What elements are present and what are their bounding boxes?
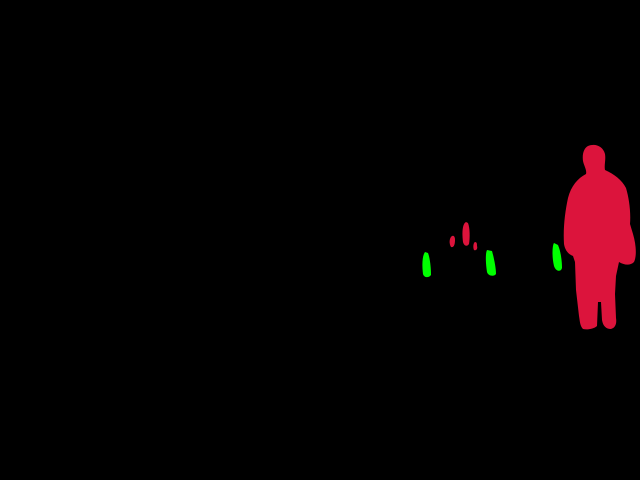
person-segment-main bbox=[563, 144, 636, 330]
object-segment-right bbox=[552, 243, 562, 271]
object-segment-left bbox=[422, 252, 431, 278]
person-segment-distant-3 bbox=[473, 242, 478, 251]
object-segment-middle bbox=[485, 250, 496, 276]
person-segment-distant-1 bbox=[462, 222, 470, 246]
person-segment-distant-2 bbox=[449, 235, 455, 248]
